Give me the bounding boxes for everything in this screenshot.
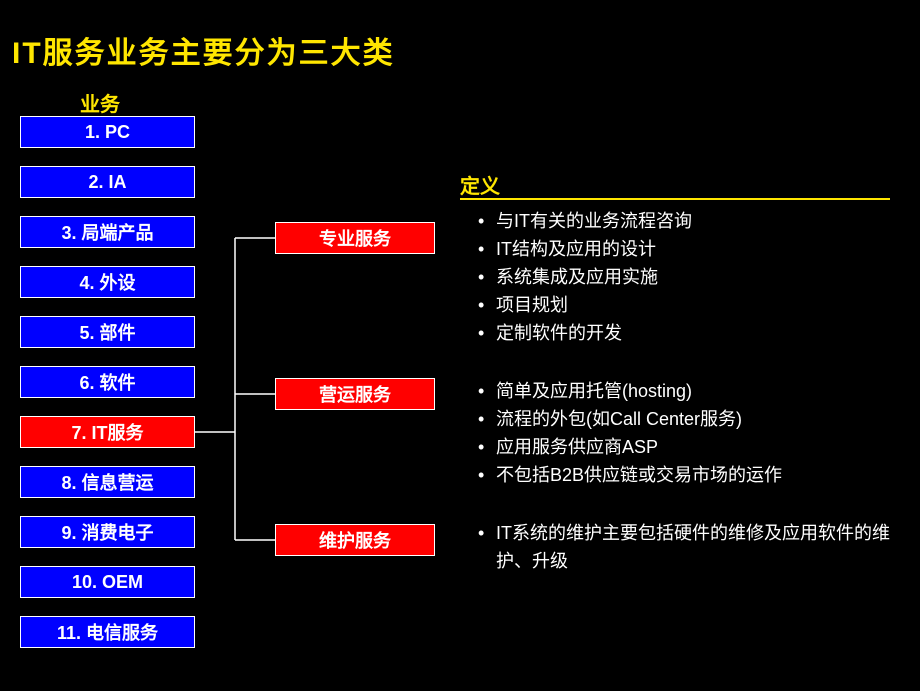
def2-item-4: 不包括B2B供应链或交易市场的运作 (478, 462, 898, 490)
service-box-3: 维护服务 (275, 524, 435, 556)
def1-item-1: 与IT有关的业务流程咨询 (478, 208, 898, 236)
def2-item-1: 简单及应用托管(hosting) (478, 378, 898, 406)
page-title: IT服务业务主要分为三大类 (12, 28, 395, 72)
business-column-header: 业务 (80, 88, 120, 117)
business-item-2: 2. IA (20, 166, 195, 198)
definition-group-2: 简单及应用托管(hosting)流程的外包(如Call Center服务)应用服… (478, 378, 898, 490)
def1-item-3: 系统集成及应用实施 (478, 264, 898, 292)
def2-item-3: 应用服务供应商ASP (478, 434, 898, 462)
definition-group-3: IT系统的维护主要包括硬件的维修及应用软件的维护、升级 (478, 520, 898, 576)
business-item-5: 5. 部件 (20, 316, 195, 348)
business-item-6: 6. 软件 (20, 366, 195, 398)
business-item-9: 9. 消费电子 (20, 516, 195, 548)
def1-item-5: 定制软件的开发 (478, 320, 898, 348)
service-box-1: 专业服务 (275, 222, 435, 254)
definition-column-header: 定义 (460, 170, 500, 199)
definition-underline (460, 198, 890, 200)
definition-group-1: 与IT有关的业务流程咨询IT结构及应用的设计系统集成及应用实施项目规划定制软件的… (478, 208, 898, 347)
business-item-7: 7. IT服务 (20, 416, 195, 448)
connector-lines (195, 0, 275, 691)
business-item-10: 10. OEM (20, 566, 195, 598)
business-item-11: 11. 电信服务 (20, 616, 195, 648)
business-item-3: 3. 局端产品 (20, 216, 195, 248)
business-item-4: 4. 外设 (20, 266, 195, 298)
def1-item-2: IT结构及应用的设计 (478, 236, 898, 264)
business-item-1: 1. PC (20, 116, 195, 148)
def2-item-2: 流程的外包(如Call Center服务) (478, 406, 898, 434)
service-box-2: 营运服务 (275, 378, 435, 410)
def1-item-4: 项目规划 (478, 292, 898, 320)
def3-item-1: IT系统的维护主要包括硬件的维修及应用软件的维护、升级 (478, 520, 898, 576)
business-item-8: 8. 信息营运 (20, 466, 195, 498)
